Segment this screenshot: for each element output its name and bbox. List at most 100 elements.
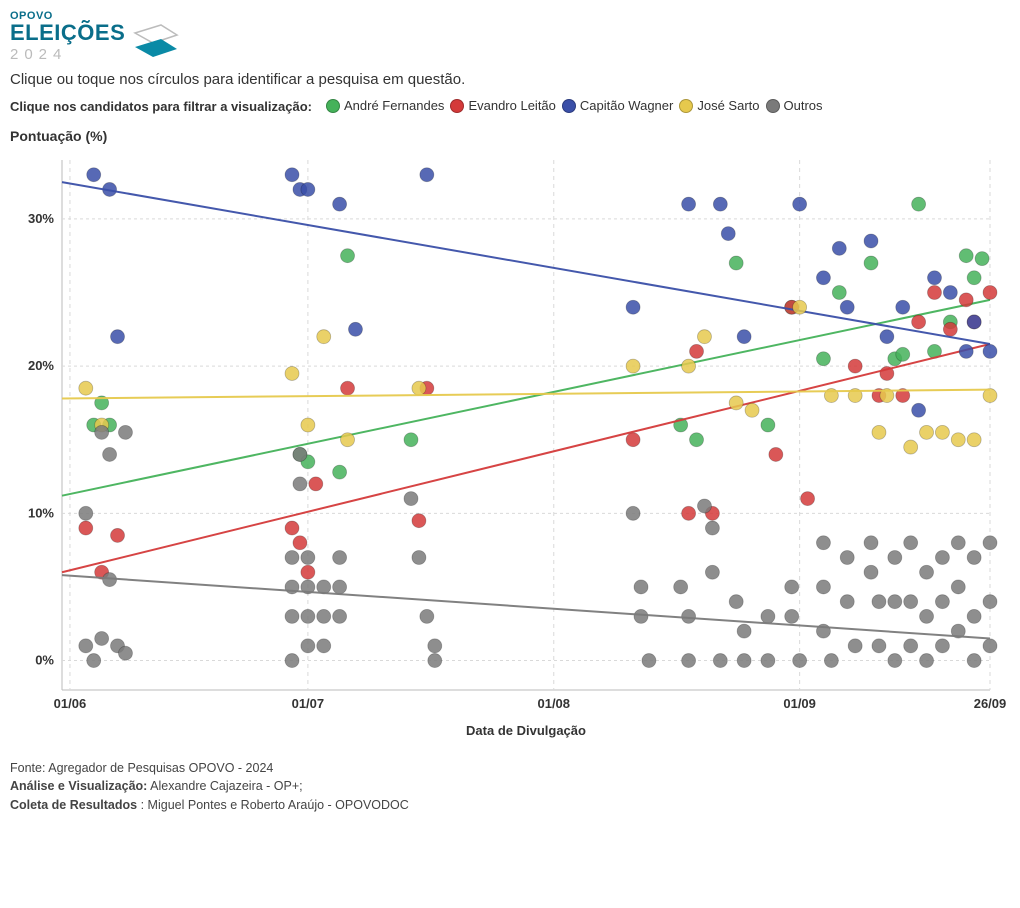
data-point[interactable] xyxy=(793,653,807,667)
data-point[interactable] xyxy=(975,251,989,265)
data-point[interactable] xyxy=(904,440,918,454)
legend-item-andre[interactable]: André Fernandes xyxy=(326,98,444,113)
data-point[interactable] xyxy=(888,653,902,667)
data-point[interactable] xyxy=(927,270,941,284)
data-point[interactable] xyxy=(697,329,711,343)
data-point[interactable] xyxy=(840,300,854,314)
data-point[interactable] xyxy=(79,638,93,652)
data-point[interactable] xyxy=(896,300,910,314)
data-point[interactable] xyxy=(412,513,426,527)
data-point[interactable] xyxy=(285,550,299,564)
data-point[interactable] xyxy=(935,638,949,652)
data-point[interactable] xyxy=(872,638,886,652)
data-point[interactable] xyxy=(983,285,997,299)
data-point[interactable] xyxy=(816,270,830,284)
data-point[interactable] xyxy=(301,609,315,623)
data-point[interactable] xyxy=(634,579,648,593)
legend-item-evandro[interactable]: Evandro Leitão xyxy=(450,98,555,113)
data-point[interactable] xyxy=(793,197,807,211)
data-point[interactable] xyxy=(848,359,862,373)
data-point[interactable] xyxy=(832,241,846,255)
data-point[interactable] xyxy=(943,285,957,299)
data-point[interactable] xyxy=(864,233,878,247)
data-point[interactable] xyxy=(341,432,355,446)
data-point[interactable] xyxy=(420,167,434,181)
data-point[interactable] xyxy=(111,528,125,542)
data-point[interactable] xyxy=(95,425,109,439)
data-point[interactable] xyxy=(816,351,830,365)
data-point[interactable] xyxy=(285,167,299,181)
data-point[interactable] xyxy=(626,359,640,373)
data-point[interactable] xyxy=(785,579,799,593)
data-point[interactable] xyxy=(713,653,727,667)
data-point[interactable] xyxy=(79,521,93,535)
data-point[interactable] xyxy=(412,381,426,395)
data-point[interactable] xyxy=(935,425,949,439)
data-point[interactable] xyxy=(626,432,640,446)
data-point[interactable] xyxy=(888,550,902,564)
data-point[interactable] xyxy=(951,579,965,593)
data-point[interactable] xyxy=(682,197,696,211)
data-point[interactable] xyxy=(317,638,331,652)
data-point[interactable] xyxy=(412,550,426,564)
data-point[interactable] xyxy=(920,653,934,667)
data-point[interactable] xyxy=(705,565,719,579)
data-point[interactable] xyxy=(951,535,965,549)
data-point[interactable] xyxy=(816,535,830,549)
data-point[interactable] xyxy=(840,594,854,608)
data-point[interactable] xyxy=(967,270,981,284)
scatter-chart[interactable]: 0%10%20%30%01/0601/0701/0801/0926/09Data… xyxy=(10,150,1010,740)
data-point[interactable] xyxy=(729,594,743,608)
data-point[interactable] xyxy=(333,579,347,593)
data-point[interactable] xyxy=(341,381,355,395)
data-point[interactable] xyxy=(761,653,775,667)
data-point[interactable] xyxy=(285,653,299,667)
data-point[interactable] xyxy=(935,550,949,564)
data-point[interactable] xyxy=(737,653,751,667)
data-point[interactable] xyxy=(317,329,331,343)
data-point[interactable] xyxy=(912,403,926,417)
data-point[interactable] xyxy=(690,344,704,358)
data-point[interactable] xyxy=(309,476,323,490)
data-point[interactable] xyxy=(801,491,815,505)
data-point[interactable] xyxy=(983,638,997,652)
data-point[interactable] xyxy=(737,329,751,343)
data-point[interactable] xyxy=(341,248,355,262)
data-point[interactable] xyxy=(404,432,418,446)
data-point[interactable] xyxy=(682,609,696,623)
data-point[interactable] xyxy=(79,506,93,520)
data-point[interactable] xyxy=(761,418,775,432)
data-point[interactable] xyxy=(920,609,934,623)
data-point[interactable] xyxy=(697,498,711,512)
data-point[interactable] xyxy=(705,521,719,535)
data-point[interactable] xyxy=(896,347,910,361)
data-point[interactable] xyxy=(951,432,965,446)
data-point[interactable] xyxy=(301,182,315,196)
data-point[interactable] xyxy=(626,300,640,314)
data-point[interactable] xyxy=(293,476,307,490)
legend-item-wagner[interactable]: Capitão Wagner xyxy=(562,98,673,113)
data-point[interactable] xyxy=(864,565,878,579)
data-point[interactable] xyxy=(840,550,854,564)
data-point[interactable] xyxy=(904,535,918,549)
data-point[interactable] xyxy=(118,646,132,660)
data-point[interactable] xyxy=(428,638,442,652)
data-point[interactable] xyxy=(912,197,926,211)
data-point[interactable] xyxy=(642,653,656,667)
data-point[interactable] xyxy=(301,638,315,652)
data-point[interactable] xyxy=(864,256,878,270)
data-point[interactable] xyxy=(333,609,347,623)
data-point[interactable] xyxy=(293,447,307,461)
legend-item-sarto[interactable]: José Sarto xyxy=(679,98,759,113)
data-point[interactable] xyxy=(285,366,299,380)
data-point[interactable] xyxy=(943,322,957,336)
data-point[interactable] xyxy=(420,609,434,623)
data-point[interactable] xyxy=(983,344,997,358)
data-point[interactable] xyxy=(967,653,981,667)
data-point[interactable] xyxy=(793,300,807,314)
data-point[interactable] xyxy=(745,403,759,417)
data-point[interactable] xyxy=(713,197,727,211)
data-point[interactable] xyxy=(737,624,751,638)
data-point[interactable] xyxy=(872,594,886,608)
data-point[interactable] xyxy=(682,653,696,667)
